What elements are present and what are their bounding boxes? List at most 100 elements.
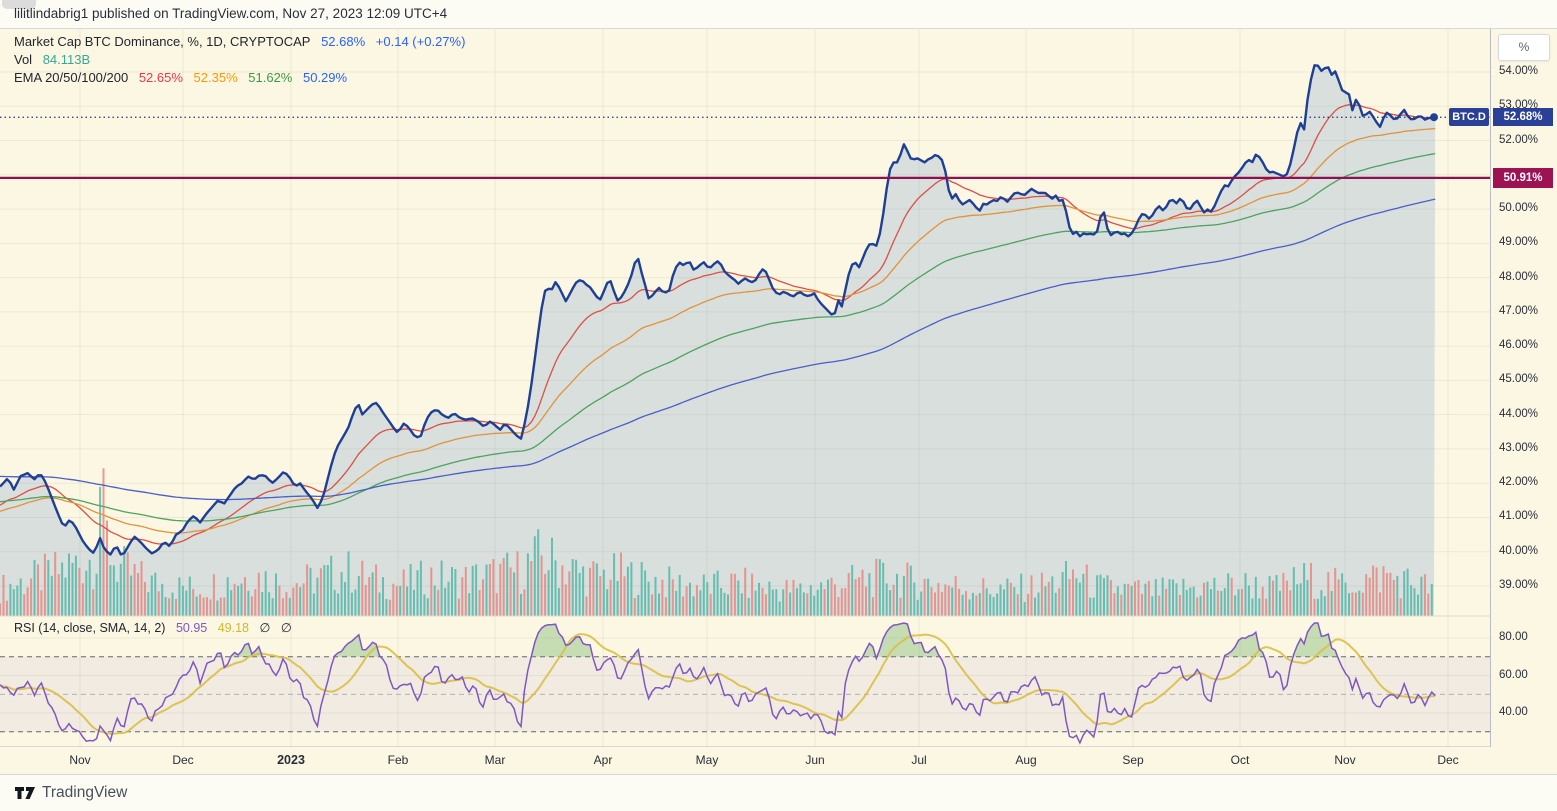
volume-bar	[178, 577, 181, 616]
volume-bar	[954, 576, 957, 616]
volume-bar	[344, 582, 346, 616]
volume-bar	[1144, 583, 1147, 616]
rsi-legend[interactable]: RSI (14, close, SMA, 14, 2) 50.95 49.18 …	[14, 620, 292, 635]
volume-bar	[1044, 586, 1047, 616]
volume-bar	[385, 599, 388, 616]
volume-bar	[337, 593, 340, 616]
volume-bar	[281, 598, 284, 616]
volume-bar	[416, 570, 419, 616]
volume-bar	[1327, 572, 1330, 616]
volume-bar	[909, 565, 912, 616]
chart-canvas[interactable]	[0, 29, 1490, 748]
volume-bar	[1103, 578, 1105, 616]
volume-bar	[95, 573, 98, 616]
volume-bar	[57, 574, 60, 616]
volume-bar	[1040, 572, 1043, 616]
tradingview-logo[interactable]: TradingView	[14, 783, 127, 803]
tradingview-mark-icon	[15, 787, 35, 799]
volume-bar	[1348, 593, 1350, 616]
volume-bar	[219, 597, 222, 616]
volume-bar	[727, 594, 729, 616]
volume-bar	[409, 564, 412, 616]
volume-bar	[1096, 575, 1099, 616]
volume-bar	[74, 555, 77, 616]
volume-legend-row[interactable]: Vol 84.113B	[14, 51, 465, 69]
chart-widget[interactable]: Market Cap BTC Dominance, %, 1D, CRYPTOC…	[0, 28, 1557, 748]
volume-bar	[0, 603, 1, 616]
ema100-value: 51.62%	[248, 70, 293, 85]
volume-bar	[68, 553, 70, 616]
time-axis[interactable]: Nov Dec 2023 Feb Mar Apr May Jun Jul Aug Sep Oct Nov…	[0, 747, 1557, 775]
volume-bar	[1423, 574, 1426, 616]
volume-bar	[306, 564, 309, 616]
time-axis-tick: Jul	[911, 753, 927, 767]
volume-bar	[1172, 579, 1174, 616]
volume-bar	[271, 598, 274, 616]
volume-bar	[468, 593, 471, 616]
volume-bar	[261, 592, 264, 616]
volume-bar	[789, 592, 792, 616]
volume-bar	[354, 589, 357, 616]
volume-bar	[702, 574, 705, 616]
volume-bar	[43, 553, 46, 616]
ema-legend-row[interactable]: EMA 20/50/100/200 52.65% 52.35% 51.62% 5…	[14, 69, 465, 87]
volume-bar	[1234, 595, 1237, 616]
volume-bar	[1123, 583, 1126, 616]
volume-bar	[495, 593, 498, 616]
time-axis-tick: Nov	[1334, 753, 1356, 767]
volume-bar	[965, 591, 967, 616]
volume-bar	[147, 592, 150, 616]
volume-bar	[661, 579, 664, 616]
volume-bar	[975, 595, 978, 616]
volume-bar	[616, 581, 619, 616]
time-axis-tick: Jun	[805, 753, 825, 767]
volume-bar	[544, 573, 547, 616]
volume-bar	[164, 597, 167, 616]
volume-bar	[978, 593, 981, 616]
volume-bar	[689, 582, 691, 616]
volume-bar	[513, 572, 516, 616]
volume-bar	[140, 561, 143, 616]
volume-bar	[858, 577, 861, 616]
volume-bar	[451, 567, 453, 616]
price-axis-tick: 49.00%	[1499, 236, 1539, 249]
volume-bar	[561, 565, 564, 616]
volume-bar	[130, 575, 133, 616]
volume-bar	[413, 589, 415, 616]
volume-bar	[1292, 567, 1295, 616]
volume-bar	[754, 590, 757, 616]
volume-bar	[540, 555, 543, 616]
price-axis[interactable]: 54.00%53.00%52.00%51.00%50.00%49.00%48.0…	[1490, 29, 1557, 748]
volume-bar	[1313, 598, 1316, 616]
volume-bar	[1075, 578, 1078, 616]
volume-bar	[868, 573, 871, 616]
volume-bar	[920, 591, 923, 616]
volume-bar	[647, 581, 650, 616]
percent-unit-button[interactable]: %	[1498, 34, 1550, 61]
volume-bar	[30, 578, 33, 616]
volume-bar	[23, 594, 26, 616]
volume-bar	[1230, 577, 1233, 616]
volume-bar	[668, 566, 671, 616]
volume-bar	[375, 564, 378, 616]
volume-bar	[40, 590, 43, 616]
volume-bar	[78, 567, 81, 616]
chart-legend[interactable]: Market Cap BTC Dominance, %, 1D, CRYPTOC…	[14, 33, 465, 87]
volume-bar	[1244, 573, 1247, 616]
volume-bar	[1003, 589, 1005, 616]
volume-bar	[934, 592, 936, 616]
volume-bar	[695, 585, 698, 616]
price-line	[0, 64, 1436, 556]
symbol-legend-row[interactable]: Market Cap BTC Dominance, %, 1D, CRYPTOC…	[14, 33, 465, 51]
volume-bar	[816, 589, 819, 616]
volume-bar	[1065, 561, 1067, 616]
footer: TradingView	[0, 776, 1557, 811]
volume-bar	[19, 578, 22, 616]
volume-bar	[88, 559, 91, 616]
volume-bar	[1137, 580, 1140, 616]
volume-bar	[1047, 581, 1050, 616]
volume-bar	[457, 598, 460, 616]
volume-bar	[119, 563, 122, 616]
volume-bar	[116, 581, 119, 616]
